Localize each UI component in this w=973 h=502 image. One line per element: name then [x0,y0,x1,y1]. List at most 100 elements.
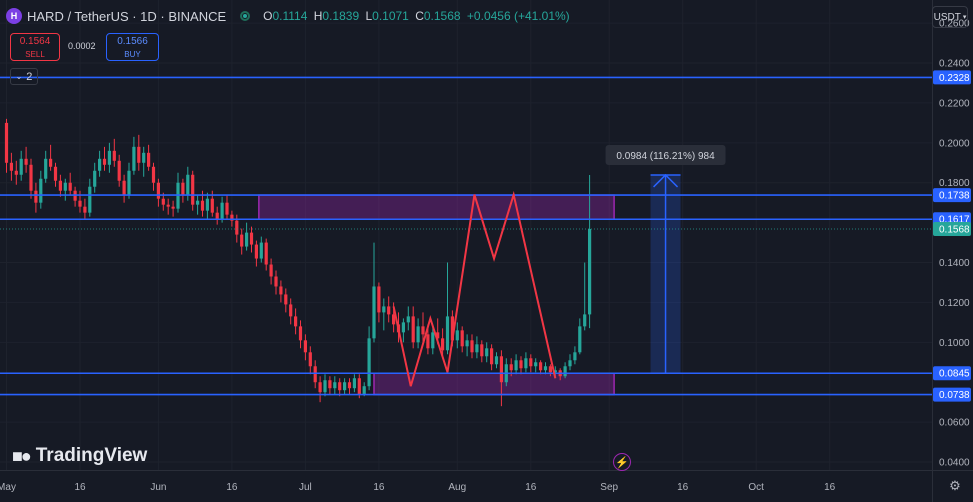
candle-body [83,206,87,213]
candle-body [568,360,572,367]
candle-body [441,338,445,351]
candle-body [401,322,405,333]
candle [470,334,474,359]
horizontal-levels[interactable] [0,76,932,396]
candle-body [421,326,425,335]
price-range-measure[interactable]: 0.0984 (116.21%) 984 [605,144,726,374]
candle-body [63,182,67,191]
currency-label: USDT [933,11,961,23]
tradingview-logo-icon: ■● [12,445,32,466]
candle-body [34,190,38,203]
candle-body [235,220,239,235]
candle-body [362,386,366,395]
candle [215,206,219,225]
candle-body [465,340,469,347]
buy-button[interactable]: 0.1566 BUY [106,33,159,61]
time-tick-label: 16 [677,482,689,493]
candle [485,342,489,363]
sell-button[interactable]: 0.1564 SELL [10,33,60,61]
candle [191,170,195,211]
candle [308,346,312,375]
level-price-label: 0.0845 [939,369,970,380]
candle-body [151,166,156,183]
candle-body [553,370,557,373]
candle-body [156,182,160,199]
tradingview-logo[interactable]: ■● TradingView [12,445,147,467]
price-tick-label: 0.1000 [939,338,970,349]
candle-body [191,174,195,205]
candle [323,374,327,397]
candle-body [68,182,72,191]
candle-body [264,242,268,265]
sell-price: 0.1564 [19,36,51,47]
candle [416,318,420,349]
candle [524,352,528,373]
candle [465,334,469,357]
candle [156,178,160,207]
symbol-title[interactable]: HARD / TetherUS · 1D · BINANCE [27,8,227,24]
candle-body [450,316,454,341]
indicators-toggle-button[interactable]: ⌄ 2 [10,68,38,85]
candle-body [499,356,503,383]
candle-body [220,202,224,219]
price-tick-label: 0.2400 [939,59,970,70]
buy-price: 0.1566 [117,36,148,47]
candle [88,178,92,217]
candle [529,354,533,373]
candle-body [147,152,151,167]
candle [98,150,102,177]
gear-icon[interactable]: ⚙ [949,478,961,493]
time-tick-label: May [0,482,16,493]
candle [421,312,425,343]
candle-body [93,170,97,187]
candle [347,378,352,395]
candle [411,306,415,349]
lightning-icon[interactable]: ⚡ [613,453,631,471]
candle-body [210,198,214,213]
candle-body [539,362,543,371]
candle [303,334,307,361]
candle [494,352,499,369]
candle-body [14,170,18,175]
candle-body [563,366,567,377]
candle-body [161,198,165,205]
candle [102,146,107,171]
candle [289,298,293,325]
candle [543,362,548,375]
candle-body [117,160,121,181]
candle [176,172,180,213]
candle [53,162,58,187]
candle [294,308,298,335]
candle [107,142,111,173]
time-tick-label: 16 [373,482,385,493]
candle [548,364,552,377]
candle [490,344,494,371]
candle-body [215,212,219,219]
candle [34,182,38,213]
candlestick-series [4,118,592,407]
zone-box [258,194,615,220]
pattern-drawing[interactable] [392,190,557,387]
candle [137,134,141,171]
candle-body [436,332,440,339]
chevron-down-icon: ⌄ [15,72,23,81]
candle [259,236,263,263]
candle-body [382,306,386,313]
candle-body [372,286,376,339]
candle [73,186,77,207]
candle-body [24,158,28,165]
candle-body [431,332,435,349]
price-axis[interactable]: 0.2600 0.2400 0.2200 0.2000 0.1800 0.1400 0.12… [932,0,973,502]
candle-body [107,150,111,165]
candle-body [122,180,126,195]
candle [151,162,156,191]
currency-selector[interactable]: USDT ▾ [932,6,968,28]
candle [504,358,508,387]
candle-body [347,382,352,389]
candle [406,306,410,331]
time-tick-label: Aug [448,482,466,493]
candle-body [509,364,513,371]
candle-body [392,314,396,325]
